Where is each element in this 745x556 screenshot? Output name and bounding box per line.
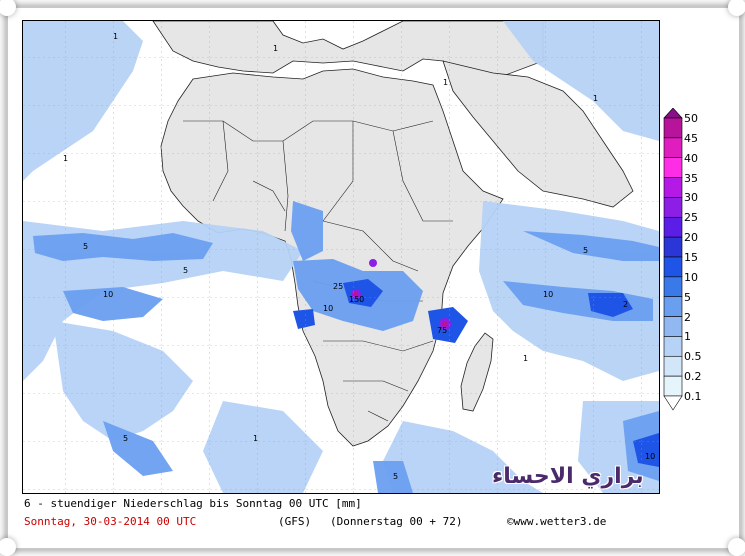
contour-label: 5 xyxy=(393,472,398,481)
contour-label: 1 xyxy=(443,78,448,87)
legend-value: 15 xyxy=(684,251,698,264)
legend-value: 50 xyxy=(684,112,698,125)
legend-swatch xyxy=(663,177,683,198)
legend-swatch xyxy=(663,336,683,357)
contour-label: 1 xyxy=(113,32,118,41)
legend-value: 0.2 xyxy=(684,370,702,384)
legend-swatch xyxy=(663,157,683,178)
map-footer: 6 - stuendiger Niederschlag bis Sonntag … xyxy=(22,494,658,534)
legend-swatch xyxy=(663,256,683,278)
contour-label: 1 xyxy=(63,154,68,163)
legend-swatch xyxy=(663,276,683,298)
legend-value: 30 xyxy=(684,191,698,205)
legend-swatch xyxy=(663,375,683,397)
copyright-link[interactable]: ©www.wetter3.de xyxy=(507,515,607,528)
legend-value: 0.5 xyxy=(684,350,702,364)
contour-label: 5 xyxy=(183,266,188,275)
legend-swatch xyxy=(663,216,683,238)
map-svg: 1 1 1 1 1 5 5 10 10 25 150 75 10 5 1 2 5… xyxy=(23,21,659,493)
legend-value: 25 xyxy=(684,211,698,225)
legend-swatch xyxy=(663,137,683,159)
legend-arrow-top xyxy=(663,108,683,119)
contour-label: 5 xyxy=(83,242,88,251)
legend-value: 40 xyxy=(684,151,698,165)
legend-value: 0.1 xyxy=(684,390,702,403)
model-name: (GFS) xyxy=(278,515,312,528)
legend-value: 20 xyxy=(684,231,698,245)
forecast-run: (Donnerstag 00 + 72) xyxy=(330,515,463,528)
legend-value: 1 xyxy=(684,330,691,344)
legend-value: 45 xyxy=(684,131,698,145)
contour-label: 10 xyxy=(103,290,113,299)
contour-label: 150 xyxy=(349,295,364,304)
contour-label: 10 xyxy=(323,304,333,313)
legend-swatch xyxy=(663,236,683,258)
contour-label: 2 xyxy=(623,300,628,309)
watermark-text: براري الاحساء xyxy=(492,464,644,489)
legend-arrow-bottom xyxy=(663,395,683,411)
contour-label: 10 xyxy=(645,452,655,461)
contour-label: 10 xyxy=(543,290,553,299)
legend-value: 35 xyxy=(684,171,698,185)
contour-label: 25 xyxy=(333,282,343,291)
precipitation-legend: 50 45 40 35 30 25 20 15 10 5 2 1 0.5 0.2 0.1 xyxy=(662,108,712,413)
contour-label: 5 xyxy=(123,434,128,443)
map-caption: 6 - stuendiger Niederschlag bis Sonntag … xyxy=(24,497,362,510)
contour-label: 1 xyxy=(273,44,278,53)
legend-swatch xyxy=(663,355,683,377)
legend-swatch xyxy=(663,316,683,337)
frame-corner xyxy=(728,538,745,556)
legend-value: 5 xyxy=(684,290,691,304)
legend-swatch xyxy=(663,296,683,317)
legend-swatch xyxy=(663,197,683,218)
contour-labels: 1 1 1 1 1 5 5 10 10 25 150 75 10 5 1 2 5… xyxy=(63,32,655,481)
valid-date: Sonntag, 30-03-2014 00 UTC xyxy=(24,515,197,528)
contour-label: 1 xyxy=(523,354,528,363)
legend-value: 10 xyxy=(684,270,698,284)
graticule xyxy=(23,21,659,493)
contour-label: 75 xyxy=(437,326,447,335)
legend-scale xyxy=(663,108,683,411)
contour-label: 1 xyxy=(253,434,258,443)
contour-label: 1 xyxy=(593,94,598,103)
frame-corner xyxy=(0,0,16,16)
frame-corner xyxy=(0,538,16,556)
frame-corner xyxy=(728,0,745,16)
legend-swatch xyxy=(663,117,683,139)
precipitation-map: 1 1 1 1 1 5 5 10 10 25 150 75 10 5 1 2 5… xyxy=(22,20,660,494)
legend-value: 2 xyxy=(684,310,691,324)
contour-label: 5 xyxy=(583,246,588,255)
